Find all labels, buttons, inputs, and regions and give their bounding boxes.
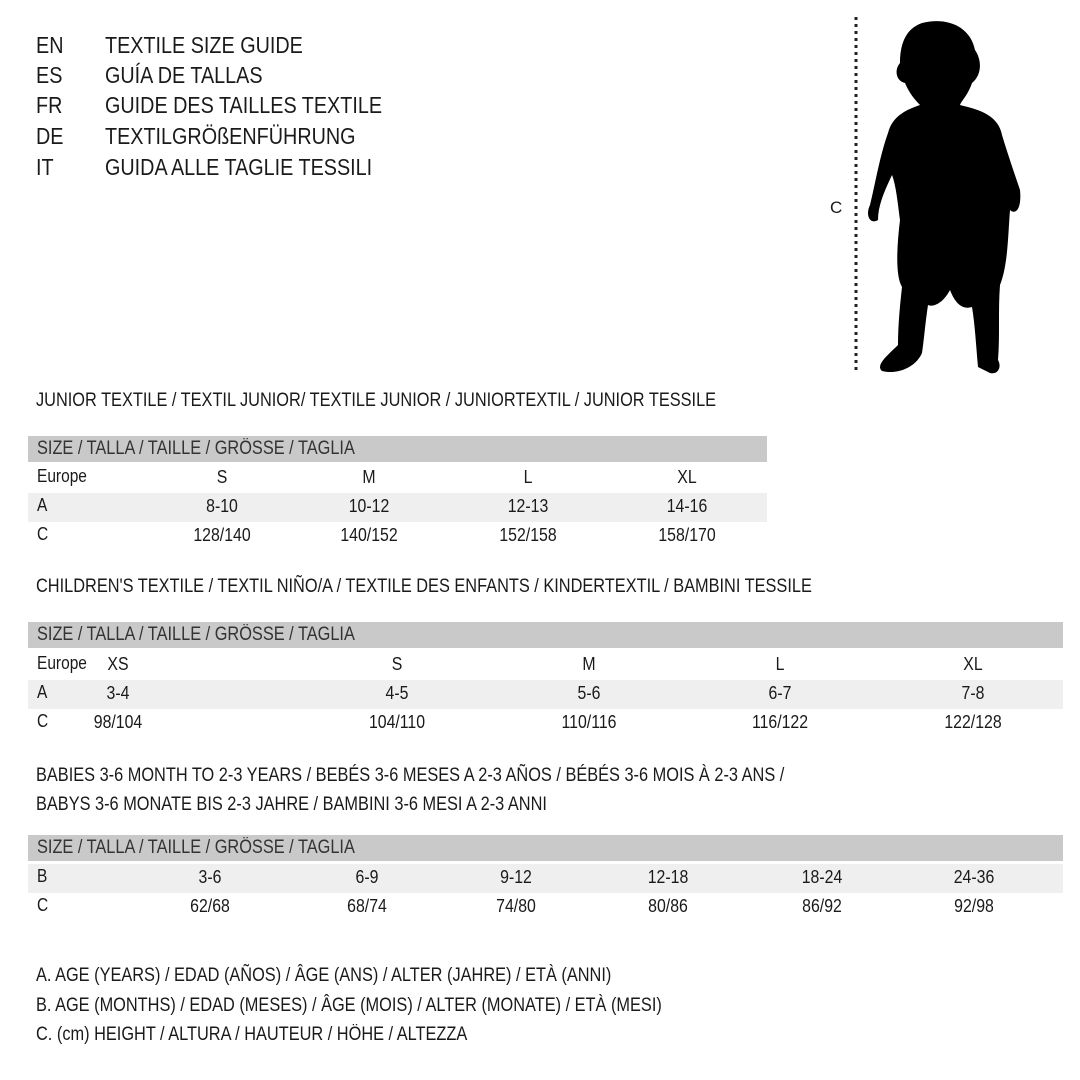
title-de: TEXTILGRÖßENFÜHRUNG: [105, 123, 356, 149]
table-cell: 18-24: [801, 867, 843, 887]
table-cell: 12-13: [507, 496, 549, 516]
table-cell: 104/110: [368, 712, 426, 732]
row-label: Europe: [37, 466, 87, 486]
table-row: C 62/68 68/74 74/80 80/86 86/92 92/98: [28, 893, 1063, 922]
table-title: BABIES 3-6 MONTH TO 2-3 YEARS / BEBÉS 3-…: [36, 765, 785, 786]
table-cell: 9-12: [500, 867, 532, 887]
table-cell: 7-8: [961, 683, 985, 703]
table-cell: 116/122: [751, 712, 809, 732]
table-cell: 12-18: [647, 867, 689, 887]
child-silhouette-icon: [854, 17, 1021, 374]
table-cell: 74/80: [496, 896, 536, 916]
legend-c: C. (cm) HEIGHT / ALTURA / HAUTEUR / HÖHE…: [36, 1024, 468, 1045]
table-cell: 3-4: [106, 683, 130, 703]
table-cell: 80/86: [648, 896, 688, 916]
table-row: C 128/140 140/152 152/158 158/170: [28, 522, 767, 551]
table-row: B 3-6 6-9 9-12 12-18 18-24 24-36: [28, 864, 1063, 893]
legend-a: A. AGE (YEARS) / EDAD (AÑOS) / ÂGE (ANS)…: [36, 965, 612, 986]
row-label: C: [37, 524, 49, 544]
table-cell: 3-6: [198, 867, 222, 887]
legend-b: B. AGE (MONTHS) / EDAD (MESES) / ÂGE (MO…: [36, 995, 662, 1016]
table-row: C 98/104 104/110 110/116 116/122 122/128: [28, 709, 1063, 738]
table-cell: 110/116: [561, 712, 617, 732]
table-cell: 152/158: [499, 525, 557, 545]
row-label: Europe: [37, 653, 87, 673]
lang-code-fr: FR: [36, 92, 63, 118]
table-title-line2: BABYS 3-6 MONATE BIS 2-3 JAHRE / BAMBINI…: [36, 794, 547, 815]
row-label: A: [37, 495, 48, 515]
table-row: Europe XS S M L XL: [28, 651, 1063, 680]
table-cell: 6-9: [355, 867, 379, 887]
table-cell: L: [523, 467, 533, 487]
table-cell: M: [362, 467, 376, 487]
lang-code-it: IT: [36, 154, 54, 180]
row-label: A: [37, 682, 48, 702]
table-row: A 8-10 10-12 12-13 14-16: [28, 493, 767, 522]
table-cell: 24-36: [953, 867, 995, 887]
size-header-bar: SIZE / TALLA / TAILLE / GRÖSSE / TAGLIA: [28, 835, 1063, 861]
table-cell: 8-10: [206, 496, 238, 516]
table-cell: 128/140: [193, 525, 251, 545]
table-cell: 68/74: [347, 896, 387, 916]
table-cell: 10-12: [348, 496, 390, 516]
table-cell: 140/152: [340, 525, 398, 545]
size-header-label: SIZE / TALLA / TAILLE / GRÖSSE / TAGLIA: [37, 624, 355, 645]
title-it: GUIDA ALLE TAGLIE TESSILI: [105, 154, 373, 180]
height-label: C: [830, 198, 843, 217]
row-label: B: [37, 866, 48, 886]
table-cell: 98/104: [93, 712, 143, 732]
table-cell: 14-16: [666, 496, 708, 516]
table-cell: XL: [963, 654, 983, 674]
table-cell: 158/170: [658, 525, 716, 545]
title-fr: GUIDE DES TAILLES TEXTILE: [105, 92, 383, 118]
title-es: GUÍA DE TALLAS: [105, 62, 263, 88]
child-silhouette: [867, 21, 1021, 374]
table-cell: M: [582, 654, 596, 674]
table-cell: 86/92: [802, 896, 842, 916]
size-header-bar: SIZE / TALLA / TAILLE / GRÖSSE / TAGLIA: [28, 436, 767, 462]
table-cell: S: [391, 654, 403, 674]
table-cell: 4-5: [385, 683, 409, 703]
table-cell: 62/68: [190, 896, 230, 916]
title-en: TEXTILE SIZE GUIDE: [105, 32, 303, 58]
table-cell: 122/128: [944, 712, 1002, 732]
table-row: Europe S M L XL: [28, 464, 767, 493]
table-row: A 3-4 4-5 5-6 6-7 7-8: [28, 680, 1063, 709]
table-title: CHILDREN'S TEXTILE / TEXTIL NIÑO/A / TEX…: [36, 576, 812, 597]
table-cell: XS: [107, 654, 129, 674]
size-header-label: SIZE / TALLA / TAILLE / GRÖSSE / TAGLIA: [37, 837, 355, 858]
size-header-label: SIZE / TALLA / TAILLE / GRÖSSE / TAGLIA: [37, 438, 355, 459]
table-cell: S: [216, 467, 228, 487]
table-cell: 5-6: [577, 683, 601, 703]
lang-code-de: DE: [36, 123, 64, 149]
lang-code-en: EN: [36, 32, 64, 58]
lang-code-es: ES: [36, 62, 63, 88]
table-title: JUNIOR TEXTILE / TEXTIL JUNIOR/ TEXTILE …: [36, 390, 717, 411]
table-cell: 6-7: [768, 683, 792, 703]
row-label: C: [37, 711, 49, 731]
size-header-bar: SIZE / TALLA / TAILLE / GRÖSSE / TAGLIA: [28, 622, 1063, 648]
table-cell: 92/98: [954, 896, 994, 916]
table-cell: XL: [677, 467, 697, 487]
row-label: C: [37, 895, 49, 915]
table-cell: L: [775, 654, 785, 674]
